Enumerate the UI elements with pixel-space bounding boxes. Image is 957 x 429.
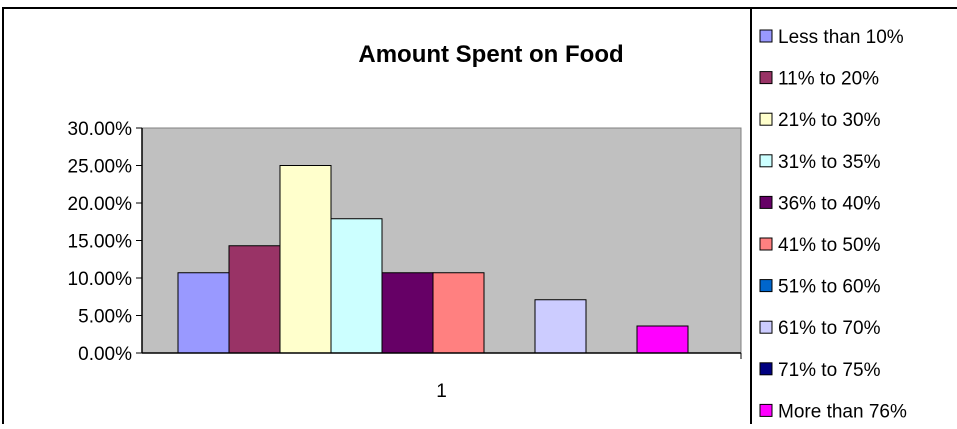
y-tick-label: 10.00% (68, 269, 133, 290)
x-tick-label: 1 (436, 381, 447, 402)
y-tick-label: 0.00% (78, 344, 132, 365)
y-tick-label: 20.00% (68, 194, 133, 215)
y-tick-label: 15.00% (68, 232, 133, 253)
legend-box (750, 7, 957, 429)
bar-2 (228, 245, 281, 354)
legend-swatch (759, 195, 773, 209)
legend-label: 41% to 50% (778, 235, 881, 256)
y-tick-label: 30.00% (68, 119, 133, 140)
legend: Less than 10% 11% to 20% 21% to 30% 31% to … (759, 27, 907, 422)
legend-label: 51% to 60% (778, 277, 881, 298)
legend-swatch (759, 403, 773, 417)
legend-swatch (759, 154, 773, 168)
legend-swatch (759, 29, 773, 43)
legend-swatch (759, 112, 773, 126)
legend-swatch (759, 279, 773, 293)
bar-4 (330, 218, 383, 354)
bar-10 (636, 325, 689, 354)
bar-1 (177, 272, 230, 354)
y-tick-label: 25.00% (68, 157, 133, 178)
chart-title: Amount Spent on Food (358, 41, 623, 68)
legend-label: More than 76% (778, 401, 907, 422)
legend-label: 31% to 35% (778, 152, 881, 173)
bar-8 (534, 299, 587, 354)
legend-swatch (759, 237, 773, 251)
legend-swatch (759, 362, 773, 376)
legend-label: 11% to 20% (778, 69, 879, 90)
bar-5 (381, 272, 434, 354)
legend-label: 71% to 75% (778, 360, 881, 381)
bars-layer (177, 165, 689, 354)
legend-label: Less than 10% (778, 27, 904, 48)
y-tick-label: 5.00% (78, 307, 132, 328)
bar-3 (279, 165, 332, 354)
legend-label: 21% to 30% (778, 110, 881, 131)
legend-swatch (759, 71, 773, 85)
legend-label: 36% to 40% (778, 193, 881, 214)
legend-label: 61% to 70% (778, 318, 881, 339)
legend-swatch (759, 320, 773, 334)
axis-layer: 0.00% 5.00% 10.00% 15.00% 20.00% 25.00% 30.00%… (68, 119, 742, 402)
bar-6 (432, 272, 485, 354)
